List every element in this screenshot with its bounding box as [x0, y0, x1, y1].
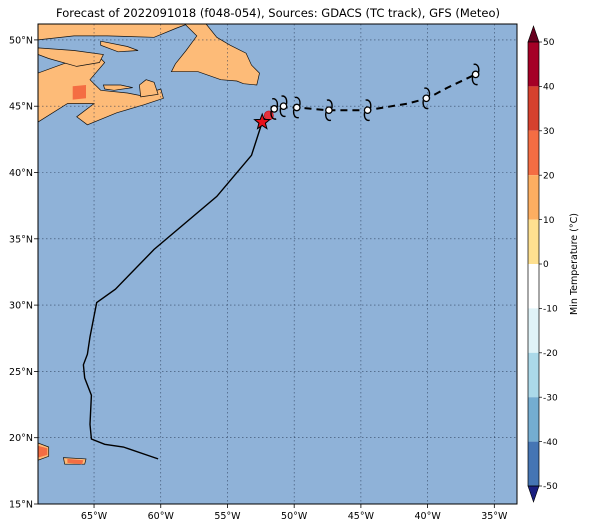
latitude-tick-label: 35°N: [9, 234, 33, 245]
latitude-tick-label: 15°N: [9, 500, 33, 511]
latitude-tick-label: 25°N: [9, 367, 33, 378]
colorbar-segment: [528, 441, 539, 486]
map-frame: [37, 23, 518, 505]
colorbar-tick-label: 0: [543, 260, 549, 270]
cyclone-symbol: [363, 99, 372, 122]
colorbar-label: Min Temperature (°C): [569, 213, 580, 315]
colorbar-tick-label: -30: [543, 393, 558, 403]
colorbar-tick-label: -40: [543, 438, 558, 448]
colorbar-segment: [528, 130, 539, 176]
longitude-tick-label: 40°W: [414, 511, 441, 522]
warm-inland-warm: [72, 85, 86, 100]
longitude-tick-label: 65°W: [81, 511, 108, 522]
cyclone-symbol: [471, 63, 480, 86]
land-layer: [38, 24, 260, 465]
longitude-tick-labels: 65°W 60°W 55°W 50°W 45°W 40°W 35°W: [81, 504, 508, 522]
map-grid: [38, 24, 517, 504]
colorbar-segment: [528, 308, 539, 353]
land-anticosti: [100, 40, 139, 53]
colorbar-tick-label: 50: [543, 38, 555, 48]
colorbar-segment: [528, 264, 539, 309]
latitude-tick-label: 30°N: [9, 301, 33, 312]
colorbar: 50 40 30 20 10 0 -10 -20 -30 -40 -50 Min Temperatur…: [527, 25, 580, 503]
latitude-tick-label: 20°N: [9, 433, 33, 444]
colorbar-tick-label: 20: [543, 171, 555, 181]
land-newfoundland: [170, 24, 260, 86]
colorbar-segment: [528, 175, 539, 220]
colorbar-tick-label: -50: [543, 482, 558, 492]
colorbar-top-extension: [527, 25, 540, 43]
colorbar-tick-label: -10: [543, 305, 558, 315]
cyclone-symbol: [292, 96, 301, 119]
map-area[interactable]: [38, 24, 517, 504]
colorbar-segment: [528, 42, 539, 87]
latitude-tick-labels: 15°N 20°N 25°N 30°N 35°N 40°N 45°N 50°N: [9, 35, 38, 511]
longitude-tick-label: 45°W: [348, 511, 375, 522]
colorbar-tick-label: -20: [543, 349, 558, 359]
land-gaspe-region: [38, 47, 104, 67]
cyclone-symbol: [279, 95, 288, 118]
colorbar-tick-label: 10: [543, 216, 555, 226]
warm-puerto-rico-warm: [67, 458, 84, 465]
cyclone-symbol: [270, 98, 279, 120]
land-cape-breton: [139, 79, 159, 98]
colorbar-bottom-extension: [527, 485, 540, 503]
past-track-line: [82, 121, 263, 460]
latitude-tick-label: 40°N: [9, 168, 33, 179]
land-pei: [102, 84, 133, 91]
current-position-star: [253, 112, 272, 130]
warm-hispaniola-warm: [38, 445, 48, 458]
latitude-tick-label: 50°N: [9, 35, 33, 46]
longitude-tick-label: 35°W: [481, 511, 508, 522]
colorbar-tick-label: 40: [543, 83, 555, 93]
colorbar-segment: [528, 352, 539, 398]
cyclone-symbol: [422, 87, 431, 110]
storm-track-layer: [82, 63, 480, 460]
colorbar-tick-label: 30: [543, 127, 555, 137]
longitude-tick-label: 55°W: [214, 511, 241, 522]
chart-title: Forecast of 2022091018 (f048-054), Sourc…: [56, 6, 500, 20]
colorbar-segment: [528, 219, 539, 264]
cyclone-symbol: [325, 99, 333, 122]
colorbar-segment: [528, 86, 539, 131]
land-nova-scotia-region: [38, 54, 164, 126]
warm-temperature-layer: [38, 85, 86, 465]
latitude-tick-label: 45°N: [9, 102, 33, 113]
longitude-tick-label: 60°W: [148, 511, 175, 522]
colorbar-segment: [528, 397, 539, 442]
longitude-tick-label: 50°W: [281, 511, 308, 522]
